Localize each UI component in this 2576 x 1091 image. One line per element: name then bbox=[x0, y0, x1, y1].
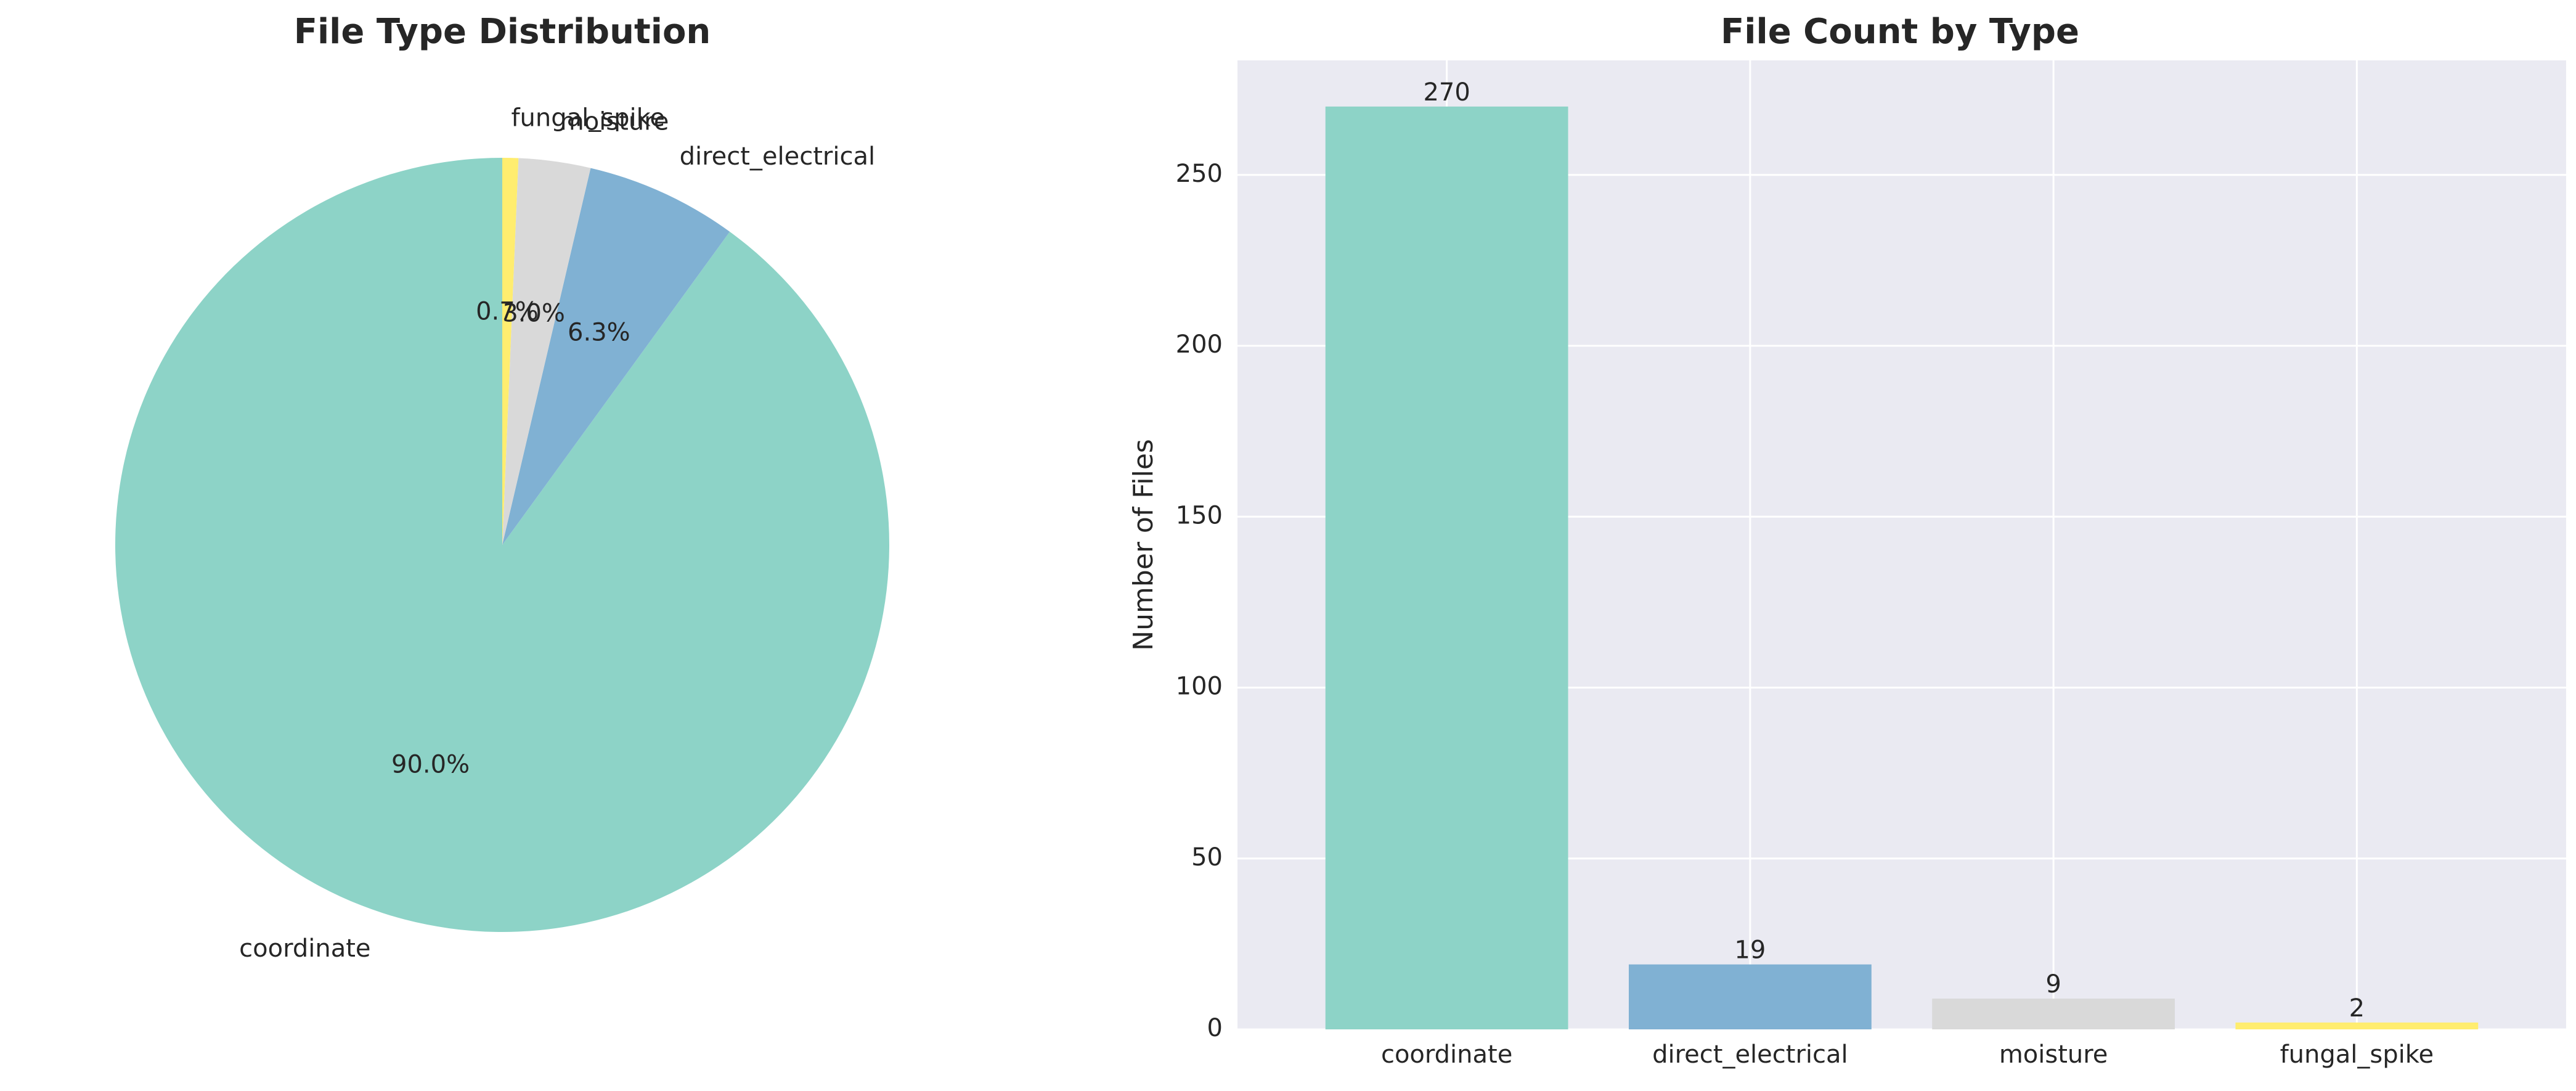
y-tick-label: 200 bbox=[1176, 330, 1223, 359]
pie-percent-direct-electrical: 6.3% bbox=[568, 318, 630, 346]
y-tick-label: 50 bbox=[1191, 843, 1223, 872]
pie-percent-coordinate: 90.0% bbox=[391, 750, 470, 778]
bar-value-label-coordinate: 270 bbox=[1423, 78, 1470, 107]
y-tick-label: 150 bbox=[1176, 501, 1223, 529]
y-tick-label: 100 bbox=[1176, 672, 1223, 701]
y-tick-label: 250 bbox=[1176, 160, 1223, 188]
pie-labels: coordinate 90.0% direct_electrical 6.3% mois… bbox=[239, 104, 875, 963]
pie-slice-fungal-spike bbox=[502, 158, 519, 545]
pie-slices bbox=[115, 158, 890, 932]
bar-chart-title: File Count by Type bbox=[1721, 12, 2079, 52]
pie-label-coordinate: coordinate bbox=[239, 934, 370, 963]
pie-percent-fungal-spike: 0.7% bbox=[476, 297, 539, 325]
x-tick-label-coordinate: coordinate bbox=[1381, 1040, 1512, 1069]
x-tick-label-fungal-spike: fungal_spike bbox=[2280, 1040, 2434, 1069]
axis-ticks: 0 50 100 150 200 250 coordinate direct_electric… bbox=[1176, 160, 2434, 1069]
bar-moisture bbox=[1932, 999, 2175, 1029]
bar-chart: File Count by Type 270 19 9 2 0 50 100 150 200 2… bbox=[1128, 12, 2566, 1069]
bar-value-label-fungal-spike: 2 bbox=[2349, 994, 2365, 1023]
bar-fungal-spike bbox=[2235, 1022, 2479, 1029]
x-tick-label-direct-electrical: direct_electrical bbox=[1652, 1040, 1848, 1069]
pie-slice-moisture bbox=[502, 158, 591, 545]
bar-direct-electrical bbox=[1628, 964, 1872, 1029]
pie-slice-direct-electrical bbox=[502, 168, 730, 546]
x-tick-label-moisture: moisture bbox=[1999, 1040, 2108, 1069]
pie-percent-moisture: 3.0% bbox=[502, 300, 565, 328]
pie-label-fungal-spike: fungal_spike bbox=[511, 104, 665, 132]
pie-label-moisture: moisture bbox=[560, 108, 669, 136]
bar-coordinate bbox=[1325, 106, 1568, 1029]
pie-chart-title: File Type Distribution bbox=[294, 12, 711, 52]
bar-value-label-moisture: 9 bbox=[2045, 970, 2061, 999]
y-axis-label: Number of Files bbox=[1128, 439, 1159, 651]
y-tick-label: 0 bbox=[1207, 1014, 1223, 1042]
bars: 270 19 9 2 bbox=[1325, 78, 2479, 1029]
pie-chart: File Type Distribution coordinate 90.0% di… bbox=[115, 12, 890, 963]
bar-value-label-direct-electrical: 19 bbox=[1734, 936, 1766, 965]
pie-label-direct-electrical: direct_electrical bbox=[680, 142, 876, 171]
